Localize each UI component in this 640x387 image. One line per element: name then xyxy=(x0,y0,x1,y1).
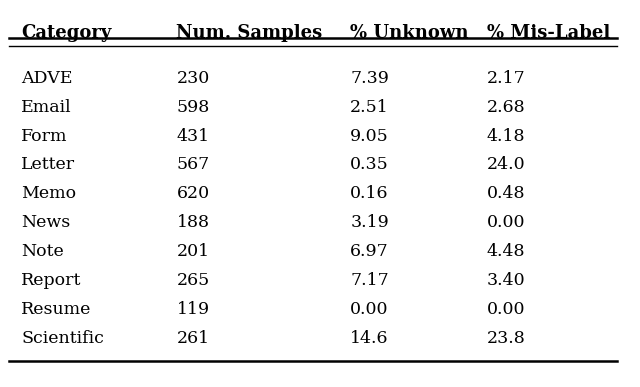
Text: 3.40: 3.40 xyxy=(486,272,525,289)
Text: 230: 230 xyxy=(177,70,210,87)
Text: 567: 567 xyxy=(177,156,210,173)
Text: 620: 620 xyxy=(177,185,209,202)
Text: 0.16: 0.16 xyxy=(350,185,388,202)
Text: Letter: Letter xyxy=(21,156,76,173)
Text: Report: Report xyxy=(21,272,82,289)
Text: 2.68: 2.68 xyxy=(486,99,525,116)
Text: 0.00: 0.00 xyxy=(486,214,525,231)
Text: % Unknown: % Unknown xyxy=(350,24,468,42)
Text: 188: 188 xyxy=(177,214,209,231)
Text: 119: 119 xyxy=(177,301,209,319)
Text: 7.17: 7.17 xyxy=(350,272,389,289)
Text: News: News xyxy=(21,214,70,231)
Text: 0.35: 0.35 xyxy=(350,156,389,173)
Text: 6.97: 6.97 xyxy=(350,243,389,260)
Text: 0.00: 0.00 xyxy=(350,301,388,319)
Text: 201: 201 xyxy=(177,243,209,260)
Text: ADVE: ADVE xyxy=(21,70,73,87)
Text: 24.0: 24.0 xyxy=(486,156,525,173)
Text: 3.19: 3.19 xyxy=(350,214,389,231)
Text: 431: 431 xyxy=(177,127,209,144)
Text: % Mis-Label: % Mis-Label xyxy=(486,24,610,42)
Text: 4.48: 4.48 xyxy=(486,243,525,260)
Text: 0.48: 0.48 xyxy=(486,185,525,202)
Text: 23.8: 23.8 xyxy=(486,330,525,348)
Text: 261: 261 xyxy=(177,330,209,348)
Text: 2.51: 2.51 xyxy=(350,99,389,116)
Text: Resume: Resume xyxy=(21,301,92,319)
Text: 2.17: 2.17 xyxy=(486,70,525,87)
Text: Note: Note xyxy=(21,243,64,260)
Text: Scientific: Scientific xyxy=(21,330,104,348)
Text: 9.05: 9.05 xyxy=(350,127,389,144)
Text: Num. Samples: Num. Samples xyxy=(177,24,323,42)
Text: 265: 265 xyxy=(177,272,210,289)
Text: 14.6: 14.6 xyxy=(350,330,388,348)
Text: 0.00: 0.00 xyxy=(486,301,525,319)
Text: 7.39: 7.39 xyxy=(350,70,389,87)
Text: 598: 598 xyxy=(177,99,210,116)
Text: Email: Email xyxy=(21,99,72,116)
Text: Memo: Memo xyxy=(21,185,77,202)
Text: Category: Category xyxy=(21,24,112,42)
Text: 4.18: 4.18 xyxy=(486,127,525,144)
Text: Form: Form xyxy=(21,127,68,144)
